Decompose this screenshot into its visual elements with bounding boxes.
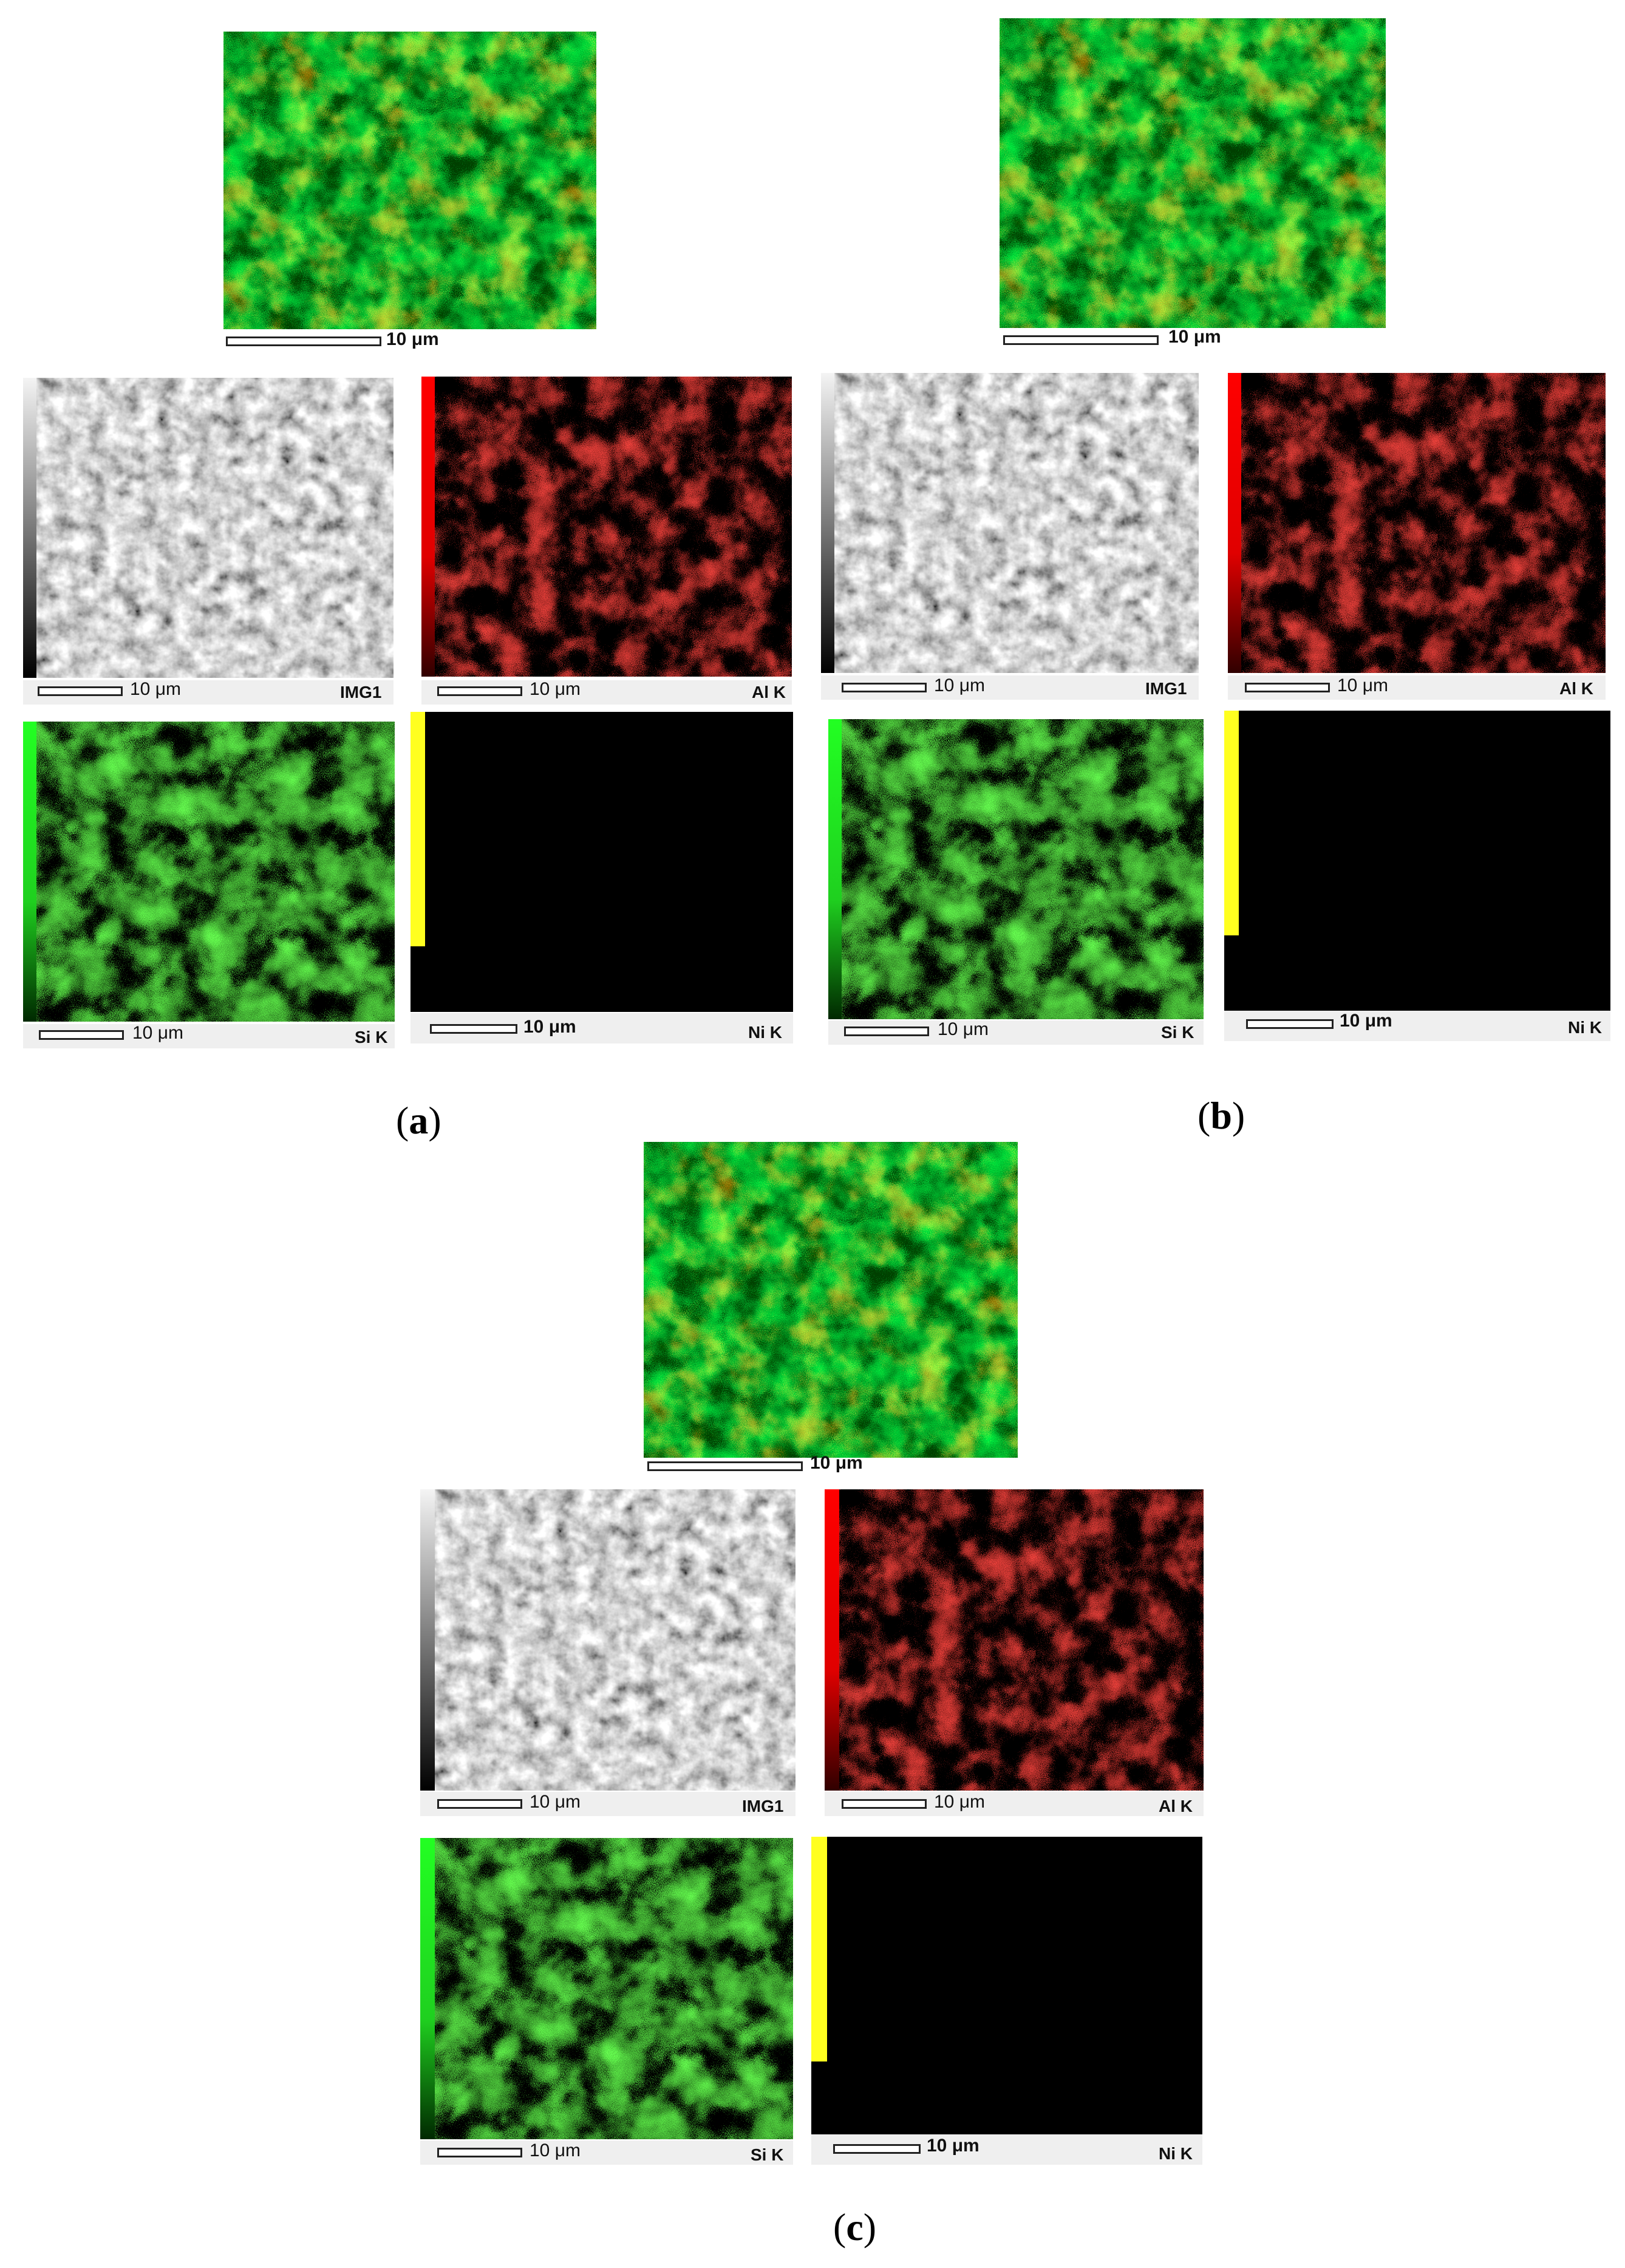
- red-colorbar: [1228, 373, 1241, 673]
- ni-map-image: [411, 712, 793, 1012]
- panel-b: 10 μm 10 μm IMG1 10 μm Al K 10 μm Si K 1…: [814, 0, 1625, 1154]
- scale-bar: [647, 1461, 803, 1471]
- grayscale-colorbar: [420, 1489, 435, 1791]
- scale-bar-label: 10 μm: [530, 1792, 581, 1812]
- scale-bar: [430, 1024, 517, 1034]
- element-label: IMG1: [1145, 679, 1187, 698]
- element-label: IMG1: [742, 1797, 784, 1815]
- green-colorbar: [828, 719, 842, 1019]
- red-colorbar: [421, 377, 435, 677]
- element-label: Ni K: [748, 1023, 782, 1042]
- scale-bar-label: 10 μm: [523, 1017, 576, 1037]
- panel-label: (c): [833, 2205, 877, 2249]
- scale-bar: [844, 1026, 929, 1036]
- element-label: Si K: [355, 1028, 388, 1047]
- yellow-colorbar: [811, 1837, 827, 2061]
- scale-bar: [437, 2148, 522, 2157]
- panel-a: 10 μm 10 μm IMG1 10 μm Al K 10 μm Si K 1…: [0, 0, 814, 1154]
- green-colorbar: [23, 722, 36, 1022]
- scale-bar: [1246, 1019, 1334, 1029]
- scale-bar: [39, 1030, 124, 1040]
- sem-image: [435, 1489, 795, 1791]
- element-label: Al K: [752, 683, 786, 702]
- scale-bar-label: 10 μm: [132, 1023, 183, 1043]
- scale-bar-label: 10 μm: [934, 675, 985, 695]
- panel-label: (b): [1197, 1094, 1245, 1137]
- al-map-image: [839, 1489, 1204, 1791]
- scale-bar-label: 10 μm: [1337, 675, 1388, 695]
- scale-bar: [38, 686, 123, 696]
- ni-map-image: [1224, 711, 1610, 1011]
- si-map-image: [36, 722, 395, 1022]
- sem-image: [36, 378, 393, 678]
- element-label: Ni K: [1568, 1018, 1602, 1037]
- element-label: Al K: [1559, 679, 1593, 698]
- grayscale-colorbar: [821, 373, 834, 673]
- eds-overlay-image: [644, 1142, 1018, 1458]
- eds-overlay-image: [1000, 18, 1386, 328]
- scale-bar: [1003, 335, 1159, 345]
- scale-bar-label: 10 μm: [1340, 1011, 1392, 1031]
- ni-map-image: [811, 1837, 1202, 2134]
- yellow-colorbar: [1224, 711, 1239, 935]
- element-label: Si K: [1161, 1023, 1194, 1042]
- scale-bar: [226, 336, 381, 346]
- scale-bar-label: 10 μm: [927, 2136, 979, 2156]
- scale-bar: [842, 683, 927, 692]
- scale-bar-label: 10 μm: [1168, 327, 1221, 347]
- grayscale-colorbar: [23, 378, 36, 678]
- scale-bar: [437, 1799, 522, 1809]
- panel-label: (a): [396, 1099, 441, 1142]
- scale-bar-label: 10 μm: [386, 329, 439, 349]
- al-map-image: [435, 377, 792, 677]
- scale-bar-label: 10 μm: [530, 679, 581, 699]
- scale-bar-label: 10 μm: [130, 679, 181, 699]
- red-colorbar: [825, 1489, 839, 1791]
- element-label: Ni K: [1159, 2144, 1193, 2163]
- scale-bar-label: 10 μm: [934, 1792, 985, 1812]
- al-map-image: [1241, 373, 1606, 673]
- green-colorbar: [420, 1838, 435, 2139]
- scale-bar: [1245, 683, 1330, 692]
- sem-image: [834, 373, 1199, 673]
- scale-bar-label: 10 μm: [810, 1453, 863, 1473]
- element-label: IMG1: [340, 683, 382, 702]
- scale-bar: [833, 2144, 921, 2154]
- yellow-colorbar: [411, 712, 425, 946]
- element-label: Al K: [1159, 1797, 1193, 1815]
- element-label: Si K: [751, 2145, 784, 2164]
- si-map-image: [435, 1838, 793, 2139]
- scale-bar-label: 10 μm: [530, 2140, 581, 2160]
- scale-bar: [437, 686, 522, 696]
- scale-bar: [842, 1799, 927, 1809]
- scale-bar-label: 10 μm: [938, 1019, 989, 1039]
- si-map-image: [842, 719, 1204, 1019]
- panel-c: 10 μm 10 μm IMG1 10 μm Al K 10 μm Si K 1…: [0, 1130, 1625, 2268]
- eds-overlay-image: [223, 32, 596, 329]
